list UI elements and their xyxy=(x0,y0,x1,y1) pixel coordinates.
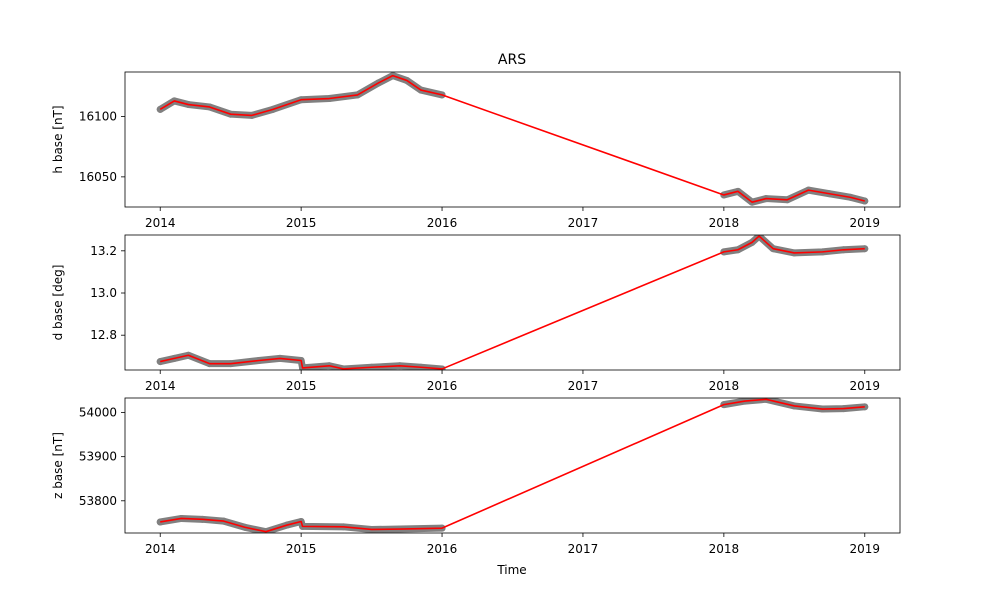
series-group xyxy=(156,235,869,370)
x-tick-label: 2015 xyxy=(286,379,317,393)
x-tick-label: 2018 xyxy=(709,216,740,230)
axes-frame xyxy=(124,71,901,208)
chart-title: ARS xyxy=(498,52,526,68)
x-tick-label: 2014 xyxy=(145,379,176,393)
x-tick-label: 2015 xyxy=(286,216,317,230)
y-tick-label: 12.8 xyxy=(90,328,117,342)
x-tick-label: 2014 xyxy=(145,542,176,556)
series-line xyxy=(159,74,865,203)
x-axis-label: Time xyxy=(496,563,526,577)
subplot-1: 2014 2015 2016 2017 2018 2019 16050 16100 h base… xyxy=(51,71,901,230)
series-group xyxy=(156,398,869,533)
y-tick-label: 53800 xyxy=(79,494,117,508)
y-axis-label: h base [nT] xyxy=(51,105,65,173)
series-group xyxy=(156,72,869,206)
data-points-band xyxy=(156,72,446,119)
y-tick-label: 16100 xyxy=(79,110,117,124)
y-tick-label: 53900 xyxy=(79,450,117,464)
subplots: 2014 2015 2016 2017 2018 2019 16050 16100 h base… xyxy=(51,71,901,556)
x-tick-label: 2019 xyxy=(849,542,880,556)
x-tick-label: 2017 xyxy=(568,379,599,393)
y-tick-label: 13.0 xyxy=(90,286,117,300)
subplot-2: 2014 2015 2016 2017 2018 2019 12.8 13.0 13.2 d ba… xyxy=(51,234,901,393)
y-tick-label: 54000 xyxy=(79,406,117,420)
x-tick-label: 2019 xyxy=(849,379,880,393)
y-axis-label: z base [nT] xyxy=(51,432,65,499)
axes-frame xyxy=(124,397,901,534)
x-tick-label: 2018 xyxy=(709,542,740,556)
x-tick-label: 2017 xyxy=(568,542,599,556)
x-tick-label: 2016 xyxy=(427,379,458,393)
axes-frame xyxy=(124,234,901,371)
x-tick-label: 2016 xyxy=(427,216,458,230)
x-tick-label: 2019 xyxy=(849,216,880,230)
x-tick-label: 2018 xyxy=(709,379,740,393)
x-tick-label: 2017 xyxy=(568,216,599,230)
x-tick-label: 2015 xyxy=(286,542,317,556)
y-tick-label: 13.2 xyxy=(90,244,117,258)
series-line xyxy=(160,235,865,370)
y-axis-label: d base [deg] xyxy=(51,265,65,341)
subplot-3: 2014 2015 2016 2017 2018 2019 53800 53900 54000 z… xyxy=(51,397,901,556)
x-tick-label: 2016 xyxy=(427,542,458,556)
x-tick-label: 2014 xyxy=(145,216,176,230)
series-line xyxy=(160,398,865,533)
y-tick-label: 16050 xyxy=(79,170,117,184)
